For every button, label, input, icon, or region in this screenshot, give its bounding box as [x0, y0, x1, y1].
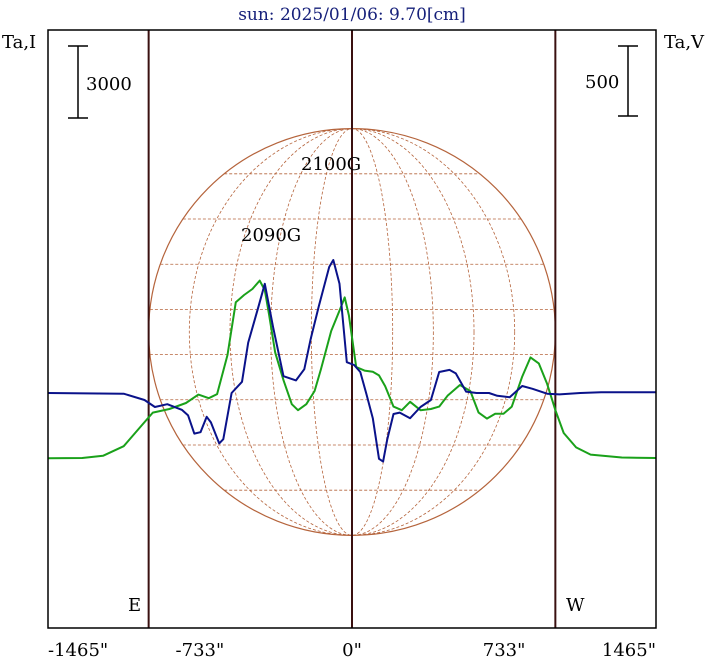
left-scale-bar: 3000	[68, 45, 132, 119]
limb-markers	[147, 30, 557, 628]
longitude-line	[188, 128, 516, 536]
x-tick-label: 733"	[483, 640, 526, 661]
series-line-V	[47, 259, 656, 463]
left-scale-label: 3000	[86, 74, 132, 95]
annotation-2090g: 2090G	[241, 225, 301, 246]
chart-title: sun: 2025/01/06: 9.70[cm]	[238, 5, 466, 25]
right-scale-label: 500	[585, 72, 619, 93]
x-tick-label: 0"	[342, 640, 362, 661]
plot-frame	[47, 29, 657, 629]
x-axis-ticks: -1465" -733" 0" 733" 1465"	[48, 640, 656, 661]
limb-label-west: W	[566, 595, 585, 616]
x-tick-label: -1465"	[48, 640, 108, 661]
right-scale-bar: 500	[585, 45, 638, 117]
data-series	[47, 259, 657, 463]
right-axis-label: Ta,V	[664, 32, 705, 53]
longitude-line	[229, 128, 475, 536]
limb-label-east: E	[128, 595, 141, 616]
left-axis-label: Ta,I	[2, 32, 36, 53]
annotation-2100g: 2100G	[301, 154, 361, 175]
x-tick-label: -733"	[176, 640, 225, 661]
x-tick-label: 1465"	[602, 640, 656, 661]
